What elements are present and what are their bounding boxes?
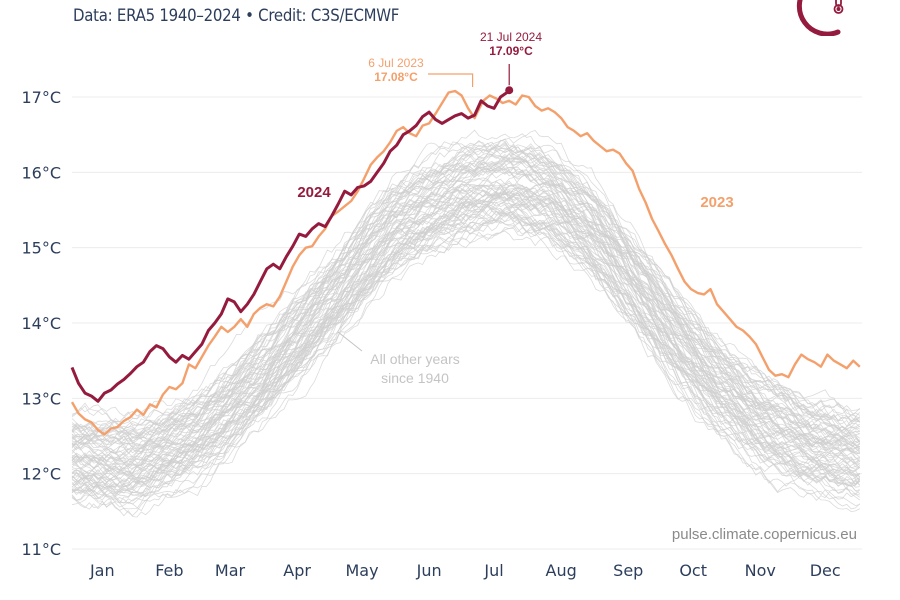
y-tick-label: 13°C (21, 389, 61, 408)
other-year-line (71, 210, 860, 507)
y-axis: 11°C 12°C 13°C 14°C 15°C 16°C 17°C (21, 88, 61, 559)
label-2023: 2023 (700, 194, 733, 211)
other-year-line (71, 198, 861, 494)
y-tick-label: 12°C (21, 465, 61, 484)
max-2023-value: 17.08°C (374, 70, 418, 84)
other-year-line (71, 155, 861, 435)
other-years-label-line2: since 1940 (381, 370, 449, 386)
x-tick-label: Jun (416, 561, 442, 580)
series-line-2024 (70, 89, 511, 403)
x-tick-label: Apr (283, 561, 311, 580)
other-year-line (71, 188, 861, 476)
x-tick-label: Jan (89, 561, 115, 580)
other-year-line (71, 152, 860, 431)
other-year-line (71, 180, 861, 483)
other-year-line (71, 166, 860, 464)
max-2023-leader (428, 73, 474, 87)
other-years-label-line1: All other years (370, 351, 459, 367)
other-year-line (71, 207, 861, 498)
other-year-line (71, 208, 860, 494)
highlight-series (70, 89, 861, 436)
x-axis: Jan Feb Mar Apr May Jun Jul Aug Sep Oct Nov Dec (89, 561, 841, 580)
series-line-2023 (70, 89, 861, 436)
other-years-lines (71, 129, 861, 518)
y-tick-label: 17°C (21, 88, 61, 107)
x-tick-label: Jul (483, 561, 503, 580)
x-tick-label: Dec (810, 561, 841, 580)
x-tick-label: Oct (679, 561, 707, 580)
other-year-line (71, 198, 861, 457)
x-tick-label: Feb (155, 561, 183, 580)
x-tick-label: Sep (613, 561, 643, 580)
other-year-line (71, 143, 861, 431)
other-year-line (71, 149, 860, 461)
data-credit: Data: ERA5 1940–2024 • Credit: C3S/ECMWF (73, 6, 400, 26)
watermark: pulse.climate.copernicus.eu (672, 526, 857, 543)
x-tick-label: Aug (546, 561, 577, 580)
y-tick-label: 16°C (21, 163, 61, 182)
other-year-line (71, 129, 861, 439)
max-2024-value: 17.09°C (489, 44, 533, 58)
other-year-line (71, 190, 861, 486)
other-years-leader (337, 331, 363, 352)
max-2024-date: 21 Jul 2024 (480, 30, 542, 44)
y-tick-label: 14°C (21, 314, 61, 333)
other-year-line (71, 190, 860, 475)
other-year-line (71, 193, 861, 511)
other-year-line (71, 159, 860, 446)
other-year-line (71, 230, 861, 505)
gridlines (72, 96, 862, 550)
other-year-line (71, 187, 861, 470)
other-year-line (71, 192, 861, 493)
other-year-line (71, 130, 860, 426)
other-year-line (71, 167, 861, 446)
x-tick-label: Mar (215, 561, 246, 580)
max-2023-date: 6 Jul 2023 (368, 56, 424, 70)
y-tick-label: 15°C (21, 239, 61, 258)
thermometer-logo-icon (796, 0, 844, 36)
other-year-line (71, 169, 860, 471)
other-year-line (71, 138, 861, 437)
x-tick-label: Nov (745, 561, 776, 580)
other-year-line (71, 144, 860, 440)
y-tick-label: 11°C (21, 540, 61, 559)
label-2024: 2024 (297, 184, 331, 201)
max-2024-marker (505, 86, 514, 95)
x-tick-label: May (345, 561, 378, 580)
